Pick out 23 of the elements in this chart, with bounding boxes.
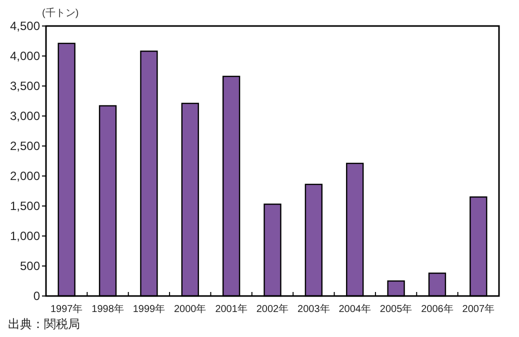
y-tick-label: 3,500 <box>10 79 40 93</box>
x-tick-label: 2000年 <box>174 303 206 315</box>
y-tick-label: 4,000 <box>10 49 40 63</box>
y-tick-label: 500 <box>20 259 40 273</box>
y-tick-label: 4,500 <box>10 19 40 33</box>
x-tick-label: 2004年 <box>338 303 371 315</box>
y-tick-label: 2,500 <box>10 139 40 153</box>
x-tick-label: 2006年 <box>421 303 454 315</box>
y-tick-label: 3,000 <box>10 109 40 123</box>
y-tick-label: 0 <box>33 289 40 303</box>
x-tick-label: 2007年 <box>462 303 495 315</box>
x-tick-label: 2002年 <box>256 303 289 315</box>
x-tick-label: 1999年 <box>132 303 166 315</box>
x-tick-label: 1997年 <box>50 303 83 315</box>
y-axis-title: (千トン) <box>42 7 79 19</box>
x-tick-label: 2001年 <box>215 303 248 315</box>
x-tick-label: 1998年 <box>92 303 124 315</box>
y-tick-label: 2,000 <box>10 169 40 183</box>
x-tick-label: 2005年 <box>380 303 412 315</box>
x-tick-label: 2003年 <box>298 303 330 315</box>
y-tick-label: 1,500 <box>10 199 40 213</box>
y-tick-label: 1,000 <box>10 229 40 243</box>
source-note: 出典：関税局 <box>8 317 80 331</box>
